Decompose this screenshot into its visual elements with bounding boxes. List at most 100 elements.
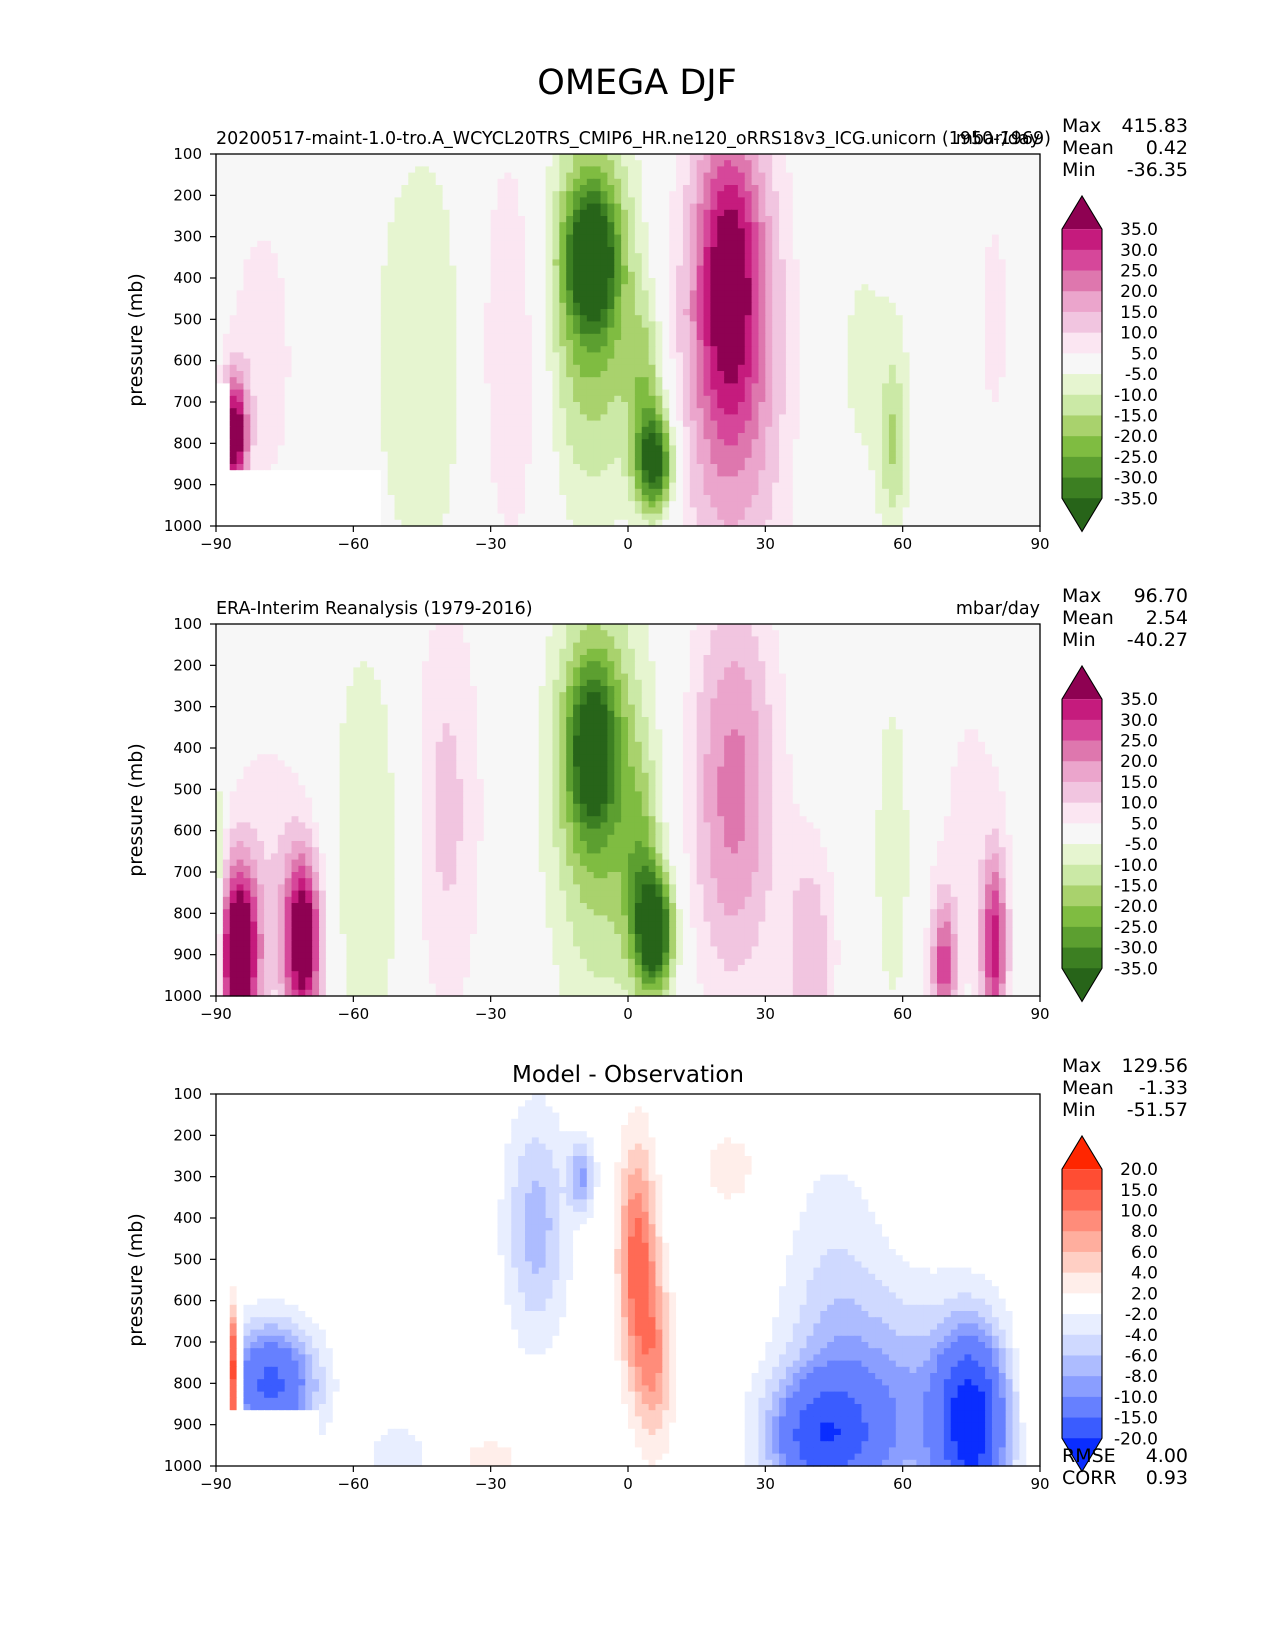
- contour-cell: [923, 296, 931, 304]
- contour-cell: [483, 172, 492, 180]
- contour-cell: [401, 160, 409, 167]
- contour-cell: [250, 321, 258, 329]
- contour-cell: [470, 253, 478, 260]
- contour-cell: [937, 271, 945, 279]
- contour-cell: [380, 395, 389, 403]
- contour-cell: [834, 209, 842, 217]
- contour-cell: [284, 340, 293, 347]
- contour-cell: [422, 160, 430, 167]
- contour-cell: [476, 278, 485, 285]
- contour-cell: [710, 247, 718, 254]
- contour-cell: [847, 352, 856, 360]
- contour-cell: [236, 160, 245, 167]
- contour-cell: [628, 234, 636, 242]
- contour-cell: [724, 333, 732, 341]
- contour-cell: [518, 222, 526, 229]
- contour-cell: [456, 321, 464, 329]
- contour-cell: [834, 402, 842, 409]
- contour-cell: [401, 327, 409, 335]
- contour-cell: [277, 333, 286, 341]
- contour-cell: [476, 265, 485, 273]
- contour-cell: [1019, 247, 1027, 254]
- contour-cell: [552, 389, 560, 397]
- contour-cell: [470, 371, 478, 378]
- contour-cell: [875, 172, 883, 180]
- contour-cell: [1033, 389, 1041, 397]
- contour-cell: [614, 240, 622, 248]
- contour-cell: [689, 228, 698, 236]
- contour-cell: [456, 216, 464, 223]
- contour-cell: [909, 228, 917, 236]
- contour-cell: [222, 389, 231, 397]
- contour-cell: [1012, 290, 1020, 298]
- contour-cell: [985, 389, 993, 397]
- contour-cell: [868, 389, 876, 397]
- contour-cell: [319, 296, 327, 304]
- contour-cell: [1026, 383, 1034, 391]
- contour-cell: [621, 321, 629, 329]
- contour-cell: [586, 309, 595, 316]
- contour-cell: [731, 340, 739, 347]
- contour-cell: [854, 216, 863, 223]
- contour-cell: [978, 315, 986, 322]
- contour-cell: [373, 395, 382, 403]
- contour-cell: [772, 377, 780, 384]
- contour-cell: [895, 178, 904, 186]
- contour-cell: [312, 247, 320, 254]
- contour-cell: [1026, 154, 1034, 161]
- contour-cell: [497, 395, 505, 403]
- contour-cell: [731, 154, 739, 161]
- contour-cell: [696, 278, 705, 285]
- contour-cell: [703, 247, 711, 254]
- contour-cell: [1019, 395, 1027, 403]
- contour-cell: [222, 253, 231, 260]
- contour-cell: [930, 247, 938, 254]
- contour-cell: [978, 383, 986, 391]
- contour-cell: [1033, 340, 1041, 347]
- contour-cell: [1019, 197, 1027, 205]
- contour-cell: [964, 240, 972, 248]
- contour-cell: [964, 197, 972, 205]
- contour-cell: [861, 234, 869, 242]
- contour-cell: [380, 271, 389, 279]
- contour-cell: [573, 203, 581, 211]
- contour-cell: [497, 197, 505, 205]
- contour-cell: [463, 160, 471, 167]
- contour-cell: [813, 358, 821, 366]
- contour-cell: [566, 321, 574, 329]
- contour-cell: [435, 346, 444, 353]
- contour-cell: [579, 185, 588, 192]
- contour-cell: [264, 315, 272, 322]
- contour-cell: [834, 383, 842, 391]
- contour-cell: [744, 154, 753, 161]
- contour-cell: [1012, 228, 1020, 236]
- contour-cell: [971, 309, 979, 316]
- contour-cell: [710, 321, 718, 329]
- contour-cell: [552, 240, 560, 248]
- contour-cell: [312, 191, 320, 198]
- contour-cell: [504, 383, 512, 391]
- contour-cell: [792, 253, 801, 260]
- contour-cell: [1026, 346, 1034, 353]
- contour-cell: [229, 191, 238, 198]
- contour-cell: [779, 191, 787, 198]
- contour-cell: [490, 296, 499, 304]
- contour-cell: [751, 278, 760, 285]
- contour-cell: [882, 284, 890, 291]
- contour-cell: [216, 315, 224, 322]
- contour-cell: [222, 160, 231, 167]
- contour-cell: [696, 364, 705, 372]
- contour-cell: [435, 333, 444, 341]
- contour-cell: [621, 284, 629, 291]
- contour-cell: [785, 185, 794, 192]
- contour-cell: [902, 383, 911, 391]
- contour-cell: [902, 265, 911, 273]
- contour-cell: [593, 178, 602, 186]
- contour-cell: [799, 234, 808, 242]
- contour-cell: [724, 340, 732, 347]
- contour-cell: [827, 271, 835, 279]
- contour-cell: [827, 209, 835, 217]
- contour-cell: [483, 290, 492, 298]
- contour-cell: [346, 371, 354, 378]
- contour-cell: [957, 160, 966, 167]
